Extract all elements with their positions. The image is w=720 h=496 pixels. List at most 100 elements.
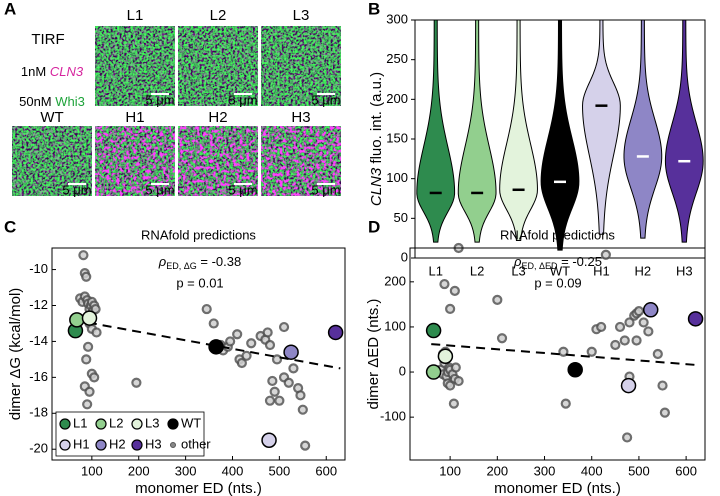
- stat-annotation: ρED, ΔED = -0.25: [513, 254, 602, 271]
- point-other: [264, 339, 276, 351]
- y-tick-label: 200: [384, 273, 406, 288]
- legend-swatch: [131, 439, 143, 451]
- panel-letter: C: [4, 217, 16, 236]
- point-other: [208, 318, 219, 329]
- y-axis-label: dimer ΔED (nts.): [365, 299, 382, 410]
- point-other: [560, 398, 571, 409]
- point-other: [449, 285, 460, 296]
- point: [261, 432, 277, 448]
- x-tick-label: H1: [593, 263, 610, 278]
- legend-swatch: [167, 418, 179, 430]
- image-label: H1: [125, 109, 144, 126]
- x-axis-label: monomer ED (nts.): [135, 480, 262, 496]
- legend-box: [55, 411, 205, 457]
- x-tick-label: 600: [675, 463, 697, 478]
- point-other: [624, 317, 635, 328]
- legend-label: L1: [73, 415, 87, 430]
- legend-swatch: [59, 439, 71, 451]
- y-tick-label: 0: [399, 363, 406, 378]
- legend-swatch: [131, 418, 143, 430]
- legend-label: H2: [109, 436, 126, 451]
- scale-bar-label: 5 μm: [62, 182, 91, 197]
- x-tick-label: 600: [315, 463, 337, 478]
- panel-letter: D: [368, 217, 380, 236]
- point: [642, 302, 659, 318]
- image-label: H3: [291, 109, 310, 126]
- image-magenta: [95, 26, 175, 106]
- protein-conc: 50nM: [19, 94, 52, 109]
- point-other: [90, 303, 101, 315]
- y-tick-label: -16: [29, 369, 48, 384]
- point-other: [269, 386, 280, 397]
- y-tick-label: -14: [29, 333, 48, 348]
- rna-label: 1nM CLN3: [21, 64, 84, 79]
- protein-name: Whi3: [55, 94, 85, 109]
- point-other: [236, 357, 247, 369]
- image-label: H2: [208, 109, 227, 126]
- x-tick-label: H2: [635, 263, 652, 278]
- scale-bar-label: 5 μm: [145, 182, 174, 197]
- x-tick-label: L3: [511, 263, 525, 278]
- x-tick-label: L2: [470, 263, 484, 278]
- violin: [540, 19, 580, 251]
- legend-label: L2: [109, 415, 123, 430]
- image-label: WT: [40, 109, 63, 126]
- rna-conc: 1nM: [21, 64, 46, 79]
- point-other: [246, 338, 257, 349]
- panel-letter: A: [4, 0, 16, 18]
- x-tick-label: L1: [428, 263, 442, 278]
- point: [69, 312, 85, 328]
- plot-frame: [409, 247, 706, 461]
- point-other: [82, 399, 93, 410]
- x-axis-label: monomer ED (nts.): [494, 480, 621, 496]
- point-other: [295, 390, 306, 401]
- point-other: [264, 395, 276, 406]
- point-other: [659, 407, 670, 418]
- point-other: [81, 354, 92, 365]
- plot-frame: [414, 19, 706, 259]
- x-tick-label: 300: [534, 463, 556, 478]
- point: [425, 364, 442, 380]
- x-tick-label: WT: [550, 263, 570, 278]
- legend-label: other: [181, 436, 211, 451]
- stat-symbol: ρ: [513, 254, 522, 269]
- image-magenta: [178, 26, 258, 106]
- x-tick-label: 500: [628, 463, 650, 478]
- plot-frame: [51, 247, 346, 461]
- x-tick-label: 300: [175, 463, 197, 478]
- stat-subscript: ED, ΔG: [166, 261, 197, 271]
- point-other: [300, 440, 311, 451]
- point-other: [271, 354, 283, 365]
- x-tick-label: 400: [222, 463, 244, 478]
- y-tick-label: -10: [29, 261, 48, 276]
- point: [437, 348, 454, 365]
- point-other: [586, 346, 597, 357]
- point-other: [610, 339, 621, 351]
- y-tick-label: 150: [386, 130, 408, 145]
- point-other: [657, 380, 668, 391]
- violin: [499, 19, 538, 242]
- point: [81, 310, 98, 326]
- chart-title: RNAfold predictions: [500, 227, 615, 242]
- x-tick-label: H3: [676, 263, 693, 278]
- legend-swatch: [95, 418, 107, 430]
- point-other: [89, 372, 100, 383]
- point: [283, 344, 299, 360]
- violin: [664, 19, 704, 243]
- x-tick-label: 500: [269, 463, 291, 478]
- x-tick-label: 400: [581, 463, 603, 478]
- violin: [582, 19, 621, 235]
- point-other: [278, 321, 290, 333]
- point-other: [652, 348, 663, 360]
- point: [620, 377, 637, 394]
- p-value: p = 0.01: [176, 275, 223, 290]
- point-other: [638, 317, 649, 328]
- y-tick-label: -18: [29, 405, 48, 420]
- point-other: [131, 377, 142, 388]
- point-other: [91, 327, 102, 338]
- y-tick-label: -100: [380, 409, 406, 424]
- point-other: [78, 250, 89, 261]
- point-other: [600, 249, 611, 260]
- stat-annotation: ρED, ΔG = -0.38: [158, 254, 241, 271]
- point-other: [288, 363, 299, 374]
